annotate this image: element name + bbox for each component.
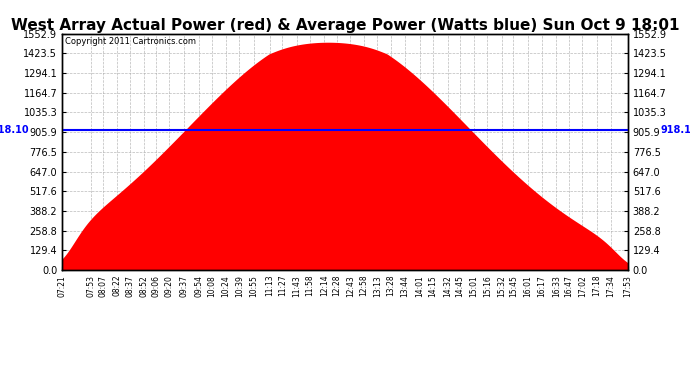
Text: 918.10: 918.10 xyxy=(0,125,29,135)
Text: 918.10: 918.10 xyxy=(661,125,690,135)
Title: West Array Actual Power (red) & Average Power (Watts blue) Sun Oct 9 18:01: West Array Actual Power (red) & Average … xyxy=(11,18,679,33)
Text: Copyright 2011 Cartronics.com: Copyright 2011 Cartronics.com xyxy=(65,37,196,46)
